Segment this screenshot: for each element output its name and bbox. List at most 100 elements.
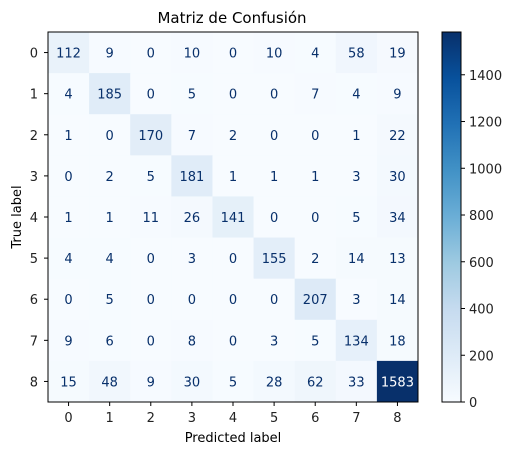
- cell-value-label: 0: [147, 88, 155, 103]
- heatmap-cell: [376, 278, 419, 321]
- cell-value-label: 0: [229, 293, 237, 308]
- cell-value-label: 62: [307, 375, 324, 390]
- y-tick-label: 5: [30, 252, 38, 267]
- colorbar-tick-label: 400: [469, 303, 494, 318]
- cell-value-label: 2: [106, 170, 114, 185]
- cell-value-label: 5: [147, 170, 155, 185]
- cell-value-label: 112: [56, 47, 81, 62]
- cell-value-label: 207: [303, 293, 328, 308]
- heatmap-cell: [171, 360, 213, 403]
- x-tick-label: 5: [270, 411, 278, 426]
- cell-value-label: 141: [221, 211, 246, 226]
- heatmap-cell: [171, 278, 213, 321]
- heatmap-cell: [212, 73, 255, 115]
- cell-value-label: 1: [64, 211, 72, 226]
- heatmap-cell: [212, 196, 255, 239]
- heatmap-cell: [294, 360, 337, 403]
- cell-value-label: 185: [97, 88, 122, 103]
- cell-value-label: 8: [188, 334, 196, 349]
- cell-value-label: 10: [184, 47, 201, 62]
- x-tick-label: 4: [229, 411, 237, 426]
- cell-value-label: 0: [270, 211, 278, 226]
- cell-value-label: 4: [64, 252, 72, 267]
- cell-value-label: 155: [262, 252, 287, 267]
- heatmap-cell: [294, 73, 337, 115]
- heatmap-cell: [335, 155, 378, 197]
- cell-value-label: 0: [106, 129, 114, 144]
- cell-value-label: 26: [184, 211, 201, 226]
- heatmap-cell: [48, 237, 90, 280]
- heatmap-cell: [89, 360, 131, 403]
- cell-value-label: 14: [348, 252, 365, 267]
- cell-value-label: 170: [138, 129, 163, 144]
- cell-value-label: 0: [147, 293, 155, 308]
- heatmap-cell: [212, 278, 255, 321]
- cell-value-label: 0: [311, 129, 319, 144]
- x-tick-label: 2: [147, 411, 155, 426]
- cell-value-label: 7: [311, 88, 319, 103]
- y-tick-label: 3: [30, 170, 38, 185]
- cell-value-label: 48: [101, 375, 118, 390]
- heatmap-cell: [89, 196, 131, 239]
- x-tick-label: 8: [393, 411, 401, 426]
- heatmap-cell: [48, 196, 90, 239]
- cell-value-label: 4: [352, 88, 360, 103]
- cell-value-label: 11: [143, 211, 160, 226]
- heatmap-cell: [294, 237, 337, 280]
- cell-value-label: 6: [106, 334, 114, 349]
- x-tick-label: 0: [64, 411, 72, 426]
- colorbar-tick-label: 0: [469, 396, 477, 411]
- heatmap-cell: [130, 155, 172, 197]
- heatmap-cell: [212, 32, 255, 74]
- heatmap-cell: [253, 360, 296, 403]
- heatmap-cell: [253, 237, 296, 280]
- heatmap-cell: [212, 360, 255, 403]
- cell-value-label: 1583: [381, 375, 414, 390]
- heatmap-cell: [253, 319, 296, 362]
- cell-value-label: 34: [389, 211, 406, 226]
- cell-value-label: 30: [184, 375, 201, 390]
- cell-value-label: 1: [229, 170, 237, 185]
- cell-value-label: 0: [147, 252, 155, 267]
- cell-value-label: 0: [147, 334, 155, 349]
- heatmap-cell: [294, 114, 337, 156]
- heatmap-cell: [130, 32, 172, 74]
- y-tick-label: 6: [30, 293, 38, 308]
- cell-value-label: 15: [60, 375, 77, 390]
- y-tick-label: 7: [30, 334, 38, 349]
- y-tick-label: 1: [30, 88, 38, 103]
- cell-value-label: 9: [106, 47, 114, 62]
- heatmap-cell: [171, 114, 213, 156]
- heatmap-cell: [171, 32, 213, 74]
- cell-value-label: 0: [311, 211, 319, 226]
- heatmap-cell: [253, 196, 296, 239]
- heatmap-cell: [335, 32, 378, 74]
- heatmap-cell: [253, 32, 296, 74]
- heatmap-cell: [89, 155, 131, 197]
- colorbar-tick-label: 200: [469, 349, 494, 364]
- chart-title: Matriz de Confusión: [157, 9, 306, 27]
- heatmap-cell: [48, 32, 90, 74]
- cell-value-label: 5: [229, 375, 237, 390]
- heatmap-cells: 112 9 0 10 0 10 4 58 194 185 0 5 0 0 7 4 91 0 170 7 2 0 0 1 220 2…: [48, 32, 419, 403]
- cell-value-label: 4: [106, 252, 114, 267]
- cell-value-label: 4: [64, 88, 72, 103]
- heatmap-cell: [48, 114, 90, 156]
- heatmap-cell: [294, 155, 337, 197]
- y-axis-ticks: 0 1 2 3 4 5 6 7 8: [30, 47, 48, 390]
- cell-value-label: 3: [188, 252, 196, 267]
- cell-value-label: 30: [389, 170, 406, 185]
- heatmap-cell: [335, 114, 378, 156]
- cell-value-label: 1: [106, 211, 114, 226]
- heatmap-cell: [130, 319, 172, 362]
- heatmap-cell: [335, 360, 378, 403]
- heatmap-cell: [48, 360, 90, 403]
- heatmap-cell: [212, 319, 255, 362]
- cell-value-label: 0: [147, 47, 155, 62]
- heatmap-cell: [212, 237, 255, 280]
- heatmap-cell: [376, 196, 419, 239]
- heatmap-cell: [212, 114, 255, 156]
- cell-value-label: 13: [389, 252, 406, 267]
- heatmap-cell: [171, 196, 213, 239]
- heatmap-cell: [253, 73, 296, 115]
